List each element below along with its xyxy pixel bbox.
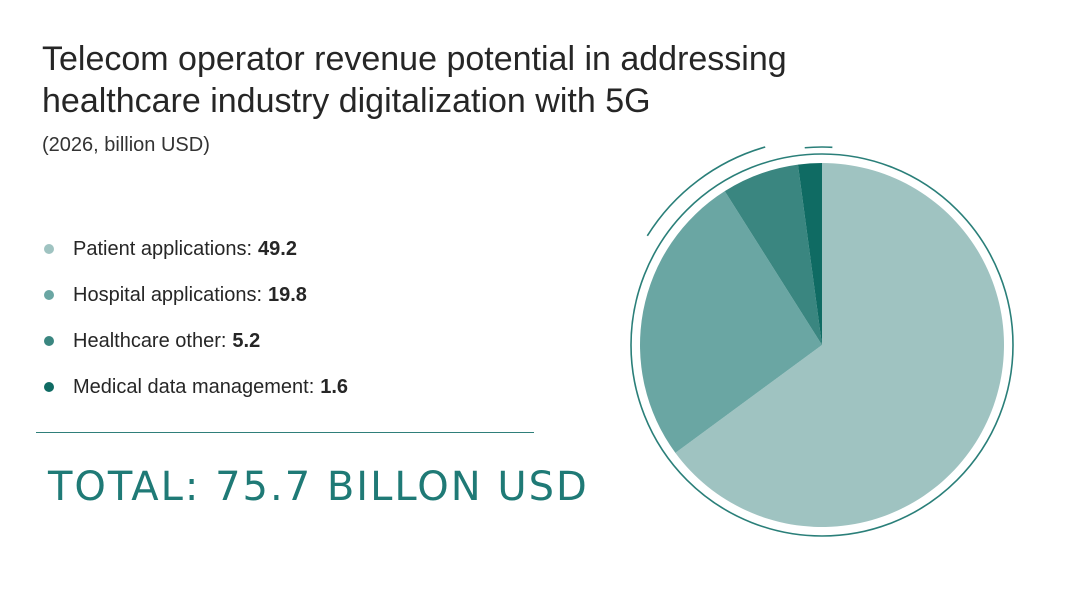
legend-marker-healthcare-other: [44, 336, 54, 346]
legend-value: 19.8: [268, 283, 307, 306]
pie-slice-healthcare-other: [724, 164, 822, 345]
legend-value: 1.6: [320, 375, 349, 398]
outer-ring-accent-arc: [804, 146, 833, 149]
outer-ring-accent-arc: [646, 146, 766, 237]
legend-item-healthcare-other: Healthcare other: 5.2: [44, 318, 348, 364]
divider: [36, 432, 534, 433]
outer-ring-circle: [630, 153, 1014, 537]
pie-slices: [640, 163, 1004, 527]
pie-slice-hospital-applications: [640, 191, 822, 453]
legend-marker-hospital-applications: [44, 290, 54, 300]
legend-marker-medical-data-management: [44, 382, 54, 392]
chart-title-line-1: Telecom operator revenue potential in ad…: [42, 40, 787, 78]
pie-chart: [630, 146, 1014, 537]
pie-slice-medical-data-management: [797, 163, 822, 345]
legend: Patient applications: 49.2 Hospital appl…: [44, 226, 348, 410]
legend-item-medical-data-management: Medical data management: 1.6: [44, 364, 348, 410]
chart-title: Telecom operator revenue potential in ad…: [42, 38, 842, 122]
legend-label: Hospital applications:: [73, 283, 262, 306]
total-label: TOTAL: 75.7 BILLON USD: [48, 464, 589, 510]
legend-value: 49.2: [258, 237, 297, 260]
chart-title-line-2: healthcare industry digitalization with …: [42, 82, 651, 120]
legend-label: Medical data management:: [73, 375, 315, 398]
legend-marker-patient-applications: [44, 244, 54, 254]
legend-label: Healthcare other:: [73, 329, 227, 352]
pie-slice-patient-applications: [675, 163, 1004, 527]
legend-item-hospital-applications: Hospital applications: 19.8: [44, 272, 348, 318]
pie-outer-ring: [630, 146, 1014, 537]
chart-subtitle: (2026, billion USD): [42, 134, 210, 156]
legend-item-patient-applications: Patient applications: 49.2: [44, 226, 348, 272]
legend-value: 5.2: [232, 329, 261, 352]
legend-label: Patient applications:: [73, 237, 253, 260]
